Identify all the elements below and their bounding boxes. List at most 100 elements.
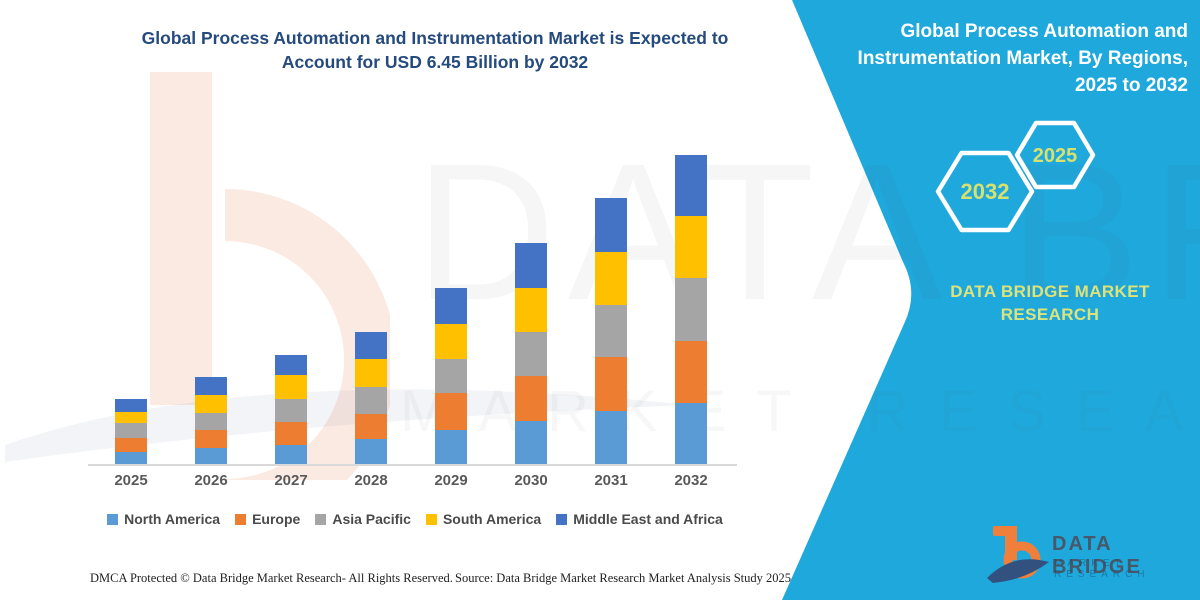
stacked-bar-2025 (115, 398, 147, 464)
x-axis-label-2026: 2026 (194, 472, 228, 489)
bar-segment-2027-europe (275, 421, 307, 445)
chart-legend: North America Europe Asia Pacific South Ame… (85, 511, 745, 527)
logo-wordmark: DATA BRIDGE (1052, 533, 1142, 578)
bar-segment-2031-south-america (595, 251, 627, 306)
bar-segment-2030-south-america (515, 288, 547, 332)
dmca-notice: DMCA Protected © Data Bridge Market Rese… (90, 571, 453, 585)
legend-item-south-america: South America (425, 511, 542, 527)
x-axis-label-2032: 2032 (674, 472, 708, 489)
bar-segment-2026-north-america (195, 448, 227, 464)
bar-segment-2031-asia-pacific (595, 305, 627, 357)
databridge-logo-icon (987, 526, 1049, 583)
bar-segment-2029-south-america (435, 323, 467, 360)
bar-segment-2027-middle-east-and-africa (275, 354, 307, 376)
x-axis-label-2030: 2030 (514, 472, 548, 489)
panel-title: Global Process Automation and Instrument… (857, 21, 1188, 96)
stacked-bar-2032 (675, 155, 707, 464)
chart-title: Global Process Automation and Instrument… (141, 28, 729, 72)
legend-swatch (107, 513, 119, 525)
hexagon-2032 (935, 150, 1035, 233)
logo-swoosh (987, 559, 1049, 583)
bar-2029 (411, 287, 491, 464)
bar-segment-2030-europe (515, 375, 547, 421)
stacked-bar-2030 (515, 243, 547, 464)
bar-2028 (331, 331, 411, 464)
bar-segment-2032-middle-east-and-africa (675, 155, 707, 217)
bar-chart-plot-area (91, 149, 731, 464)
bar-segment-2032-europe (675, 341, 707, 403)
x-axis-labels: 2025 2026 2027 2028 2029 2030 2031 2032 (91, 472, 731, 489)
bar-segment-2026-asia-pacific (195, 413, 227, 431)
bar-segment-2031-middle-east-and-africa (595, 198, 627, 252)
bar-segment-2029-middle-east-and-africa (435, 287, 467, 324)
bar-2025 (91, 398, 171, 464)
legend-label: North America (124, 511, 221, 527)
stacked-bar-2028 (355, 331, 387, 464)
bar-segment-2025-europe (115, 437, 147, 452)
bar-segment-2026-middle-east-and-africa (195, 376, 227, 396)
x-axis-label-2025: 2025 (114, 472, 148, 489)
bar-segment-2030-middle-east-and-africa (515, 243, 547, 289)
source-note: Source: Data Bridge Market Research Mark… (455, 571, 792, 585)
bar-2027 (251, 354, 331, 464)
logo-subtitle: MARKET RESEARCH (1054, 558, 1150, 580)
bar-segment-2030-north-america (515, 420, 547, 464)
bar-segment-2027-north-america (275, 444, 307, 464)
legend-swatch (235, 513, 247, 525)
bar-segment-2028-asia-pacific (355, 386, 387, 414)
bar-segment-2028-europe (355, 413, 387, 439)
bar-segment-2029-asia-pacific (435, 359, 467, 394)
hexagon-2032-label: 2032 (961, 179, 1010, 204)
bar-2026 (171, 376, 251, 464)
legend-item-europe: Europe (235, 511, 300, 527)
bar-segment-2028-north-america (355, 439, 387, 464)
watermark-b-stem (150, 72, 212, 405)
bar-2032 (651, 155, 731, 464)
hexagon-2025 (1014, 120, 1096, 190)
bar-segment-2027-asia-pacific (275, 399, 307, 422)
bar-segment-2025-middle-east-and-africa (115, 398, 147, 412)
legend-label: Asia Pacific (332, 511, 411, 527)
year-hexagons: 2032 2025 (935, 120, 1096, 233)
stacked-bar-2027 (275, 354, 307, 464)
cyan-panel-shape (782, 0, 1200, 600)
stacked-bar-2026 (195, 376, 227, 464)
bar-segment-2025-south-america (115, 411, 147, 424)
hexagon-2025-label: 2025 (1033, 145, 1078, 167)
bar-segment-2029-europe (435, 393, 467, 430)
bar-segment-2032-south-america (675, 216, 707, 278)
bar-segment-2029-north-america (435, 429, 467, 464)
brand-tagline: DATA BRIDGE MARKET RESEARCH (950, 282, 1150, 324)
stacked-bar-2029 (435, 287, 467, 464)
bar-segment-2028-middle-east-and-africa (355, 331, 387, 359)
bar-segment-2025-asia-pacific (115, 423, 147, 438)
legend-label: Middle East and Africa (573, 511, 723, 527)
bar-2031 (571, 198, 651, 464)
legend-swatch (425, 513, 437, 525)
x-axis-label-2031: 2031 (594, 472, 628, 489)
legend-item-asia-pacific: Asia Pacific (315, 511, 411, 527)
legend-label: South America (442, 511, 542, 527)
x-axis-label-2027: 2027 (274, 472, 308, 489)
x-axis-label-2028: 2028 (354, 472, 388, 489)
bar-segment-2031-north-america (595, 410, 627, 464)
bar-segment-2031-europe (595, 356, 627, 411)
bar-segment-2032-north-america (675, 402, 707, 464)
bar-segment-2025-north-america (115, 451, 147, 464)
bar-segment-2028-south-america (355, 358, 387, 387)
legend-swatch (556, 513, 568, 525)
bar-segment-2027-south-america (275, 375, 307, 400)
bar-segment-2030-asia-pacific (515, 331, 547, 376)
legend-item-middle-east-and-africa: Middle East and Africa (556, 511, 723, 527)
bar-segment-2026-south-america (195, 395, 227, 414)
stacked-bar-2031 (595, 198, 627, 464)
x-axis-line (88, 464, 737, 466)
bar-segment-2026-europe (195, 430, 227, 449)
bar-segment-2032-asia-pacific (675, 277, 707, 342)
legend-label: Europe (252, 511, 301, 527)
x-axis-label-2029: 2029 (434, 472, 468, 489)
legend-item-north-america: North America (107, 511, 220, 527)
legend-swatch (315, 513, 327, 525)
